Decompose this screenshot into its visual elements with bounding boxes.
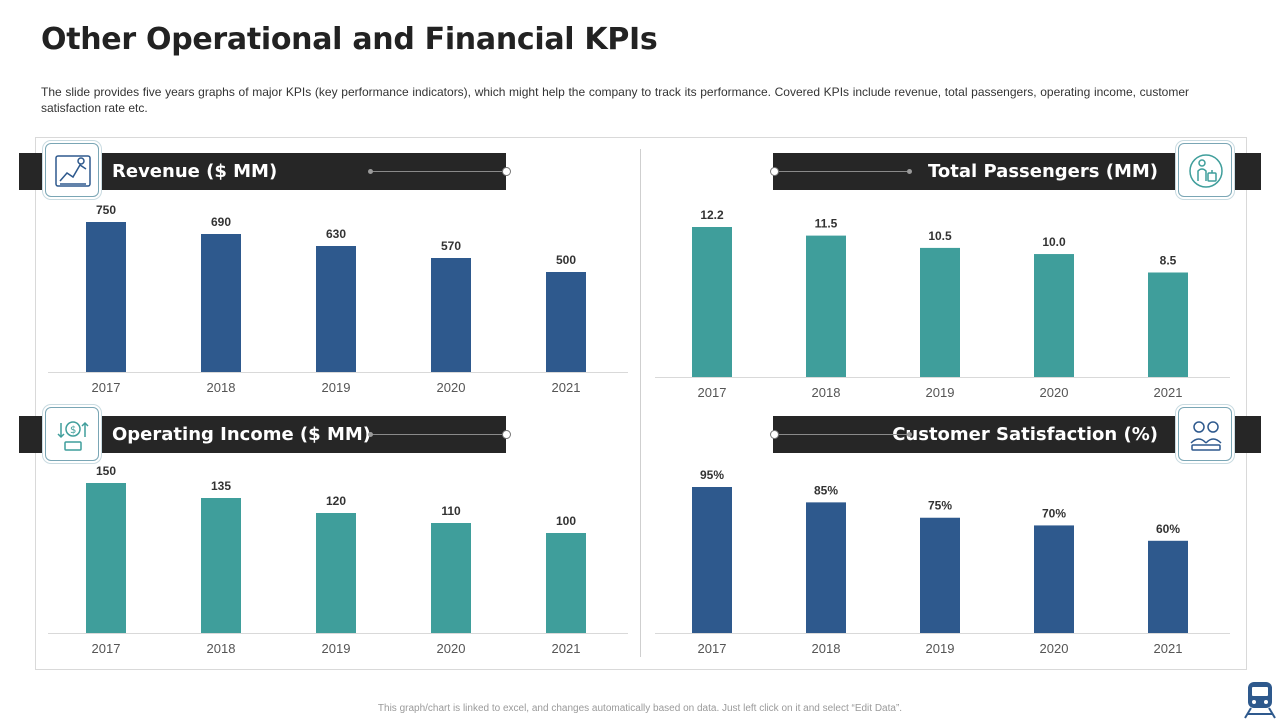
x-tick-label: 2019 — [926, 385, 955, 400]
data-label: 100 — [556, 514, 576, 528]
bar-2019[interactable] — [920, 247, 960, 377]
bar-2019[interactable] — [316, 513, 356, 633]
bar-2017[interactable] — [86, 222, 126, 372]
x-tick-label: 2020 — [1040, 385, 1069, 400]
bar-2017[interactable] — [692, 487, 732, 633]
banner-line — [775, 171, 909, 172]
data-label: 75% — [928, 499, 952, 513]
bar-2019[interactable] — [920, 517, 960, 633]
data-label: 690 — [211, 215, 231, 229]
data-label: 750 — [96, 203, 116, 217]
bar-2018[interactable] — [806, 235, 846, 377]
bar-2017[interactable] — [86, 483, 126, 633]
data-label: 95% — [700, 468, 724, 482]
x-tick-label: 2020 — [1040, 641, 1069, 656]
bar-2021[interactable] — [1148, 540, 1188, 633]
operating-income-banner: Operating Income ($ MM) — [19, 416, 511, 453]
x-tick-label: 2017 — [92, 380, 121, 395]
banner-line — [775, 434, 909, 435]
bar-2019[interactable] — [316, 246, 356, 372]
operating-income-chart: 150 2017 135 2018 120 2019 110 2020 100 2021 — [48, 464, 628, 656]
bar-2017[interactable] — [692, 227, 732, 377]
train-icon — [1244, 682, 1276, 719]
banner-dot — [368, 169, 373, 174]
data-label: 12.2 — [700, 208, 724, 222]
x-tick-label: 2017 — [92, 641, 121, 656]
revenue-title: Revenue ($ MM) — [112, 161, 278, 182]
data-label: 10.5 — [928, 229, 952, 243]
banner-line — [371, 171, 506, 172]
data-label: 11.5 — [815, 217, 838, 231]
x-tick-label: 2020 — [437, 641, 466, 656]
x-tick-label: 2021 — [552, 380, 581, 395]
banner-dot — [907, 169, 912, 174]
bar-2018[interactable] — [201, 234, 241, 372]
x-tick-label: 2017 — [698, 385, 727, 400]
data-label: 8.5 — [1160, 253, 1177, 267]
customer-satisfaction-chart: 95% 2017 85% 2018 75% 2019 70% 2020 60% 2021 — [655, 468, 1230, 656]
data-label: 70% — [1042, 506, 1066, 520]
data-label: 110 — [441, 504, 461, 518]
customer-satisfaction-icon — [1178, 407, 1232, 461]
page-title: Other Operational and Financial KPIs — [41, 22, 658, 57]
data-label: 150 — [96, 464, 116, 478]
operating-income-title: Operating Income ($ MM) — [112, 424, 372, 445]
banner-dot-end — [770, 167, 779, 176]
passengers-chart: 12.2 2017 11.5 2018 10.5 2019 10.0 2020 8.5 2021 — [655, 208, 1230, 400]
bar-2020[interactable] — [431, 523, 471, 633]
passengers-title: Total Passengers (MM) — [928, 161, 1158, 182]
data-label: 630 — [326, 227, 346, 241]
x-tick-label: 2020 — [437, 380, 466, 395]
bar-2020[interactable] — [1034, 525, 1074, 633]
passengers-icon — [1178, 143, 1232, 197]
x-tick-label: 2019 — [322, 641, 351, 656]
bar-2020[interactable] — [1034, 254, 1074, 377]
bar-2021[interactable] — [1148, 272, 1188, 377]
charts-frame — [35, 137, 1247, 670]
data-label: 120 — [326, 494, 346, 508]
x-tick-label: 2018 — [207, 641, 236, 656]
banner-dot-end — [502, 430, 511, 439]
data-label: 500 — [556, 253, 576, 267]
data-label: 135 — [211, 479, 231, 493]
x-tick-label: 2018 — [812, 641, 841, 656]
data-label: 60% — [1156, 522, 1180, 536]
footnote: This graph/chart is linked to excel, and… — [377, 703, 903, 714]
x-tick-label: 2017 — [698, 641, 727, 656]
x-tick-label: 2018 — [812, 385, 841, 400]
vertical-divider — [640, 149, 641, 657]
x-tick-label: 2021 — [1154, 641, 1183, 656]
banner-dot-end — [770, 430, 779, 439]
banner-dot — [907, 432, 912, 437]
x-tick-label: 2019 — [926, 641, 955, 656]
bar-2021[interactable] — [546, 272, 586, 372]
slide-description: The slide provides five years graphs of … — [41, 85, 1189, 115]
x-tick-label: 2018 — [207, 380, 236, 395]
banner-dot-end — [502, 167, 511, 176]
bar-2018[interactable] — [201, 498, 241, 633]
banner-line — [371, 434, 506, 435]
x-tick-label: 2019 — [322, 380, 351, 395]
income-icon: $ — [45, 407, 99, 461]
svg-text:$: $ — [70, 425, 76, 436]
customer-satisfaction-title: Customer Satisfaction (%) — [892, 424, 1158, 445]
x-tick-label: 2021 — [552, 641, 581, 656]
bar-2018[interactable] — [806, 502, 846, 633]
data-label: 85% — [814, 483, 838, 497]
revenue-banner: Revenue ($ MM) — [19, 153, 511, 190]
data-label: 10.0 — [1042, 235, 1066, 249]
data-label: 570 — [441, 239, 461, 253]
bar-2021[interactable] — [546, 533, 586, 633]
revenue-chart-icon — [45, 143, 99, 197]
x-tick-label: 2021 — [1154, 385, 1183, 400]
bar-2020[interactable] — [431, 258, 471, 372]
banner-dot — [368, 432, 373, 437]
revenue-chart: 750 2017 690 2018 630 2019 570 2020 500 2021 — [48, 203, 628, 395]
